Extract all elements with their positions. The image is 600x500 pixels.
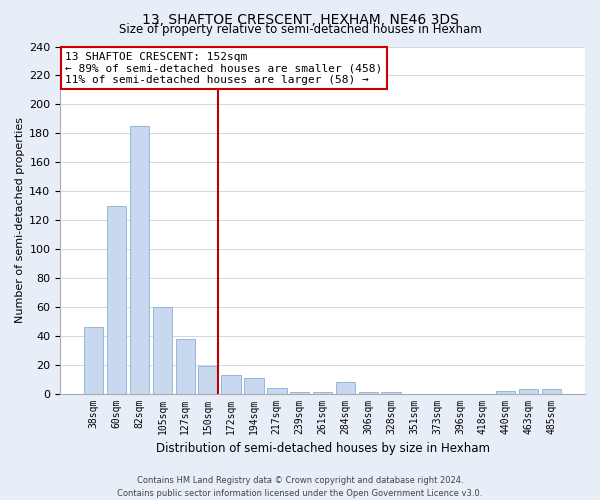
Bar bbox=[107, 206, 127, 394]
Text: 13 SHAFTOE CRESCENT: 152sqm
← 89% of semi-detached houses are smaller (458)
11% : 13 SHAFTOE CRESCENT: 152sqm ← 89% of sem… bbox=[65, 52, 383, 85]
Bar bbox=[359, 392, 378, 394]
Bar bbox=[267, 388, 287, 394]
Bar bbox=[130, 126, 149, 394]
Bar bbox=[176, 338, 195, 394]
Bar bbox=[290, 392, 310, 394]
Text: Contains HM Land Registry data © Crown copyright and database right 2024.
Contai: Contains HM Land Registry data © Crown c… bbox=[118, 476, 482, 498]
Bar bbox=[244, 378, 263, 394]
Bar bbox=[84, 327, 103, 394]
Bar bbox=[221, 375, 241, 394]
Text: 13, SHAFTOE CRESCENT, HEXHAM, NE46 3DS: 13, SHAFTOE CRESCENT, HEXHAM, NE46 3DS bbox=[142, 12, 458, 26]
Bar bbox=[496, 390, 515, 394]
Bar bbox=[336, 382, 355, 394]
Bar bbox=[542, 389, 561, 394]
Y-axis label: Number of semi-detached properties: Number of semi-detached properties bbox=[15, 117, 25, 323]
Bar bbox=[519, 389, 538, 394]
Text: Size of property relative to semi-detached houses in Hexham: Size of property relative to semi-detach… bbox=[119, 22, 481, 36]
Bar bbox=[199, 366, 218, 394]
Bar bbox=[152, 307, 172, 394]
Bar bbox=[382, 392, 401, 394]
X-axis label: Distribution of semi-detached houses by size in Hexham: Distribution of semi-detached houses by … bbox=[155, 442, 490, 455]
Bar bbox=[313, 392, 332, 394]
